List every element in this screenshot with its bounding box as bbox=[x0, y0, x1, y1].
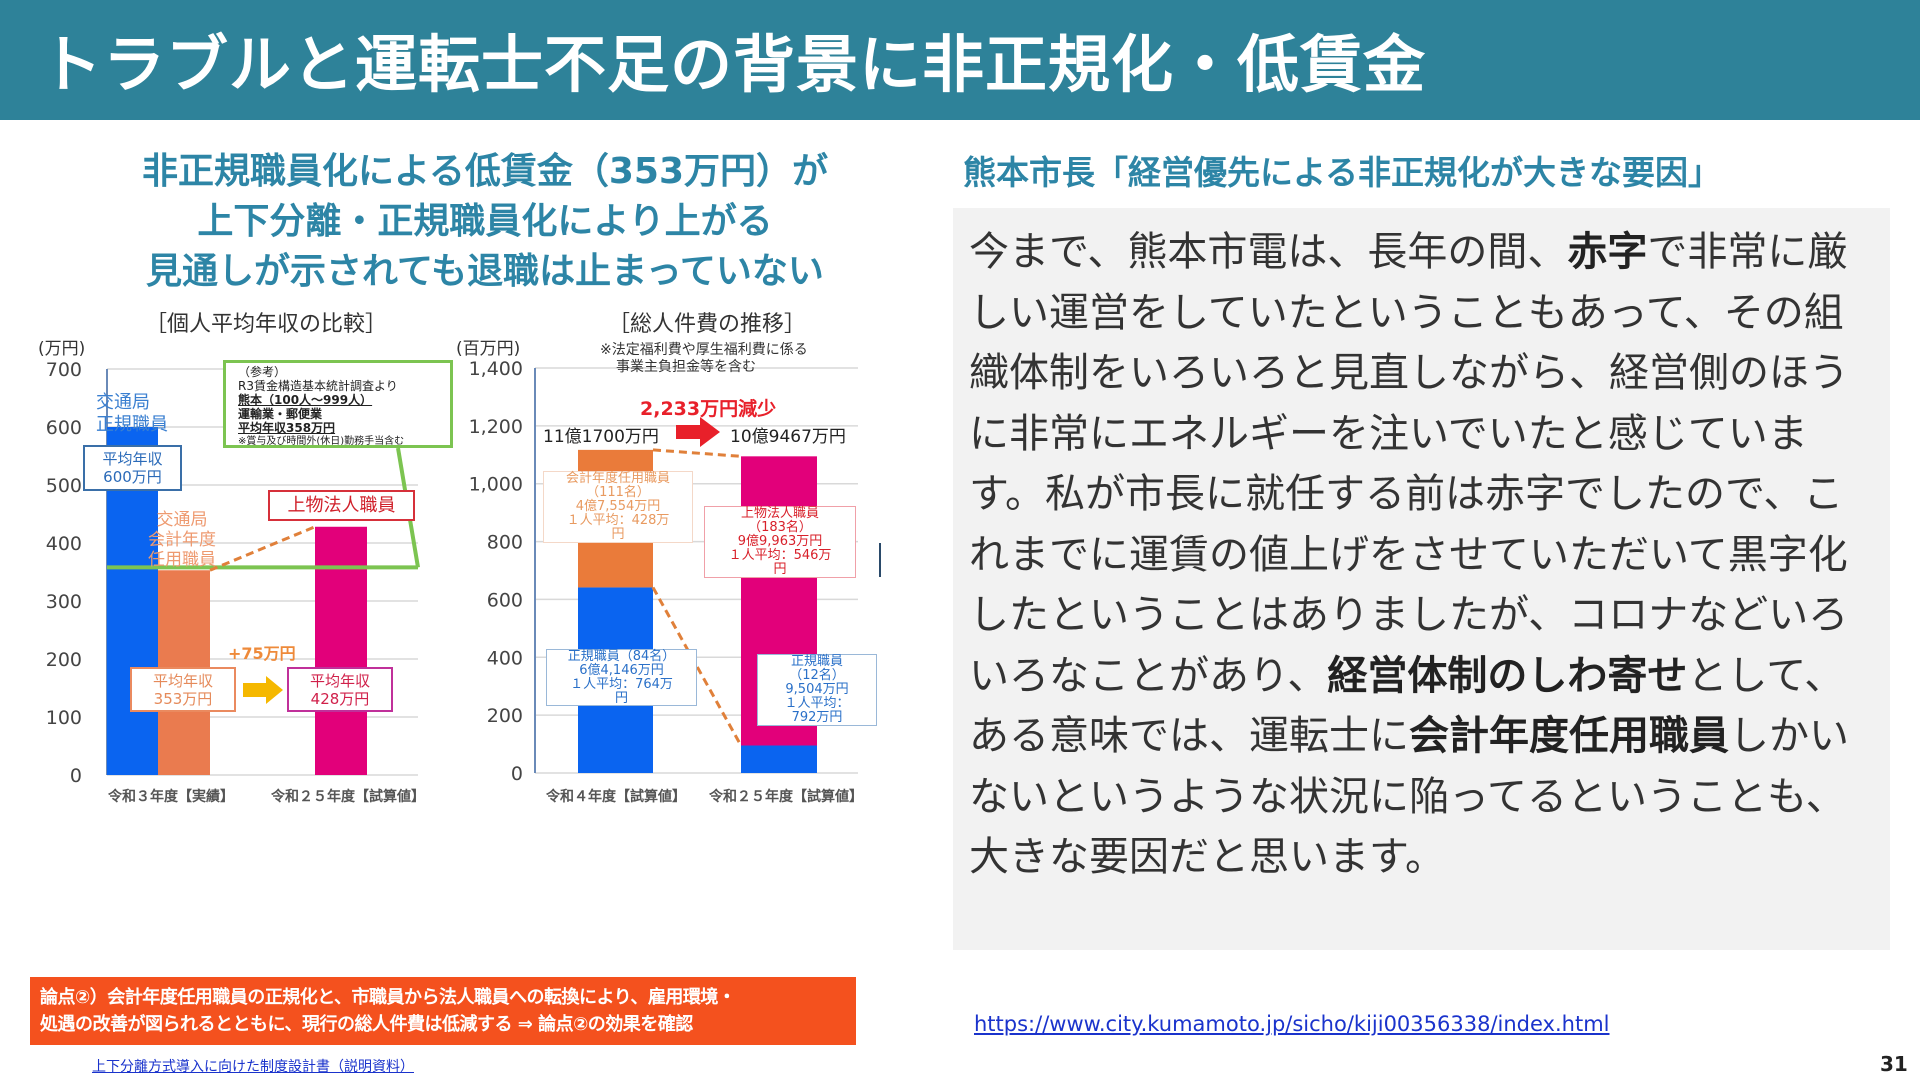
label-regular: 交通局 正規職員 bbox=[96, 392, 168, 435]
y-tick-label: 1,200 bbox=[469, 416, 523, 438]
dashed-connector bbox=[651, 586, 743, 747]
y-tick-label: 200 bbox=[46, 649, 82, 671]
chart1-ylabel: (万円) bbox=[38, 339, 86, 359]
y-tick-label: 400 bbox=[46, 533, 82, 555]
page-number: 31 bbox=[1880, 1052, 1908, 1076]
y-tick-label: 700 bbox=[46, 359, 82, 381]
y-tick-label: 300 bbox=[46, 591, 82, 613]
regular-staff-before-box: 正規職員（84名） 6億4,146万円 １人平均：764万円 bbox=[546, 649, 697, 706]
y-tick-label: 0 bbox=[511, 763, 523, 785]
avg-600-box: 平均年収 600万円 bbox=[83, 445, 182, 491]
right-heading: 熊本市長「経営優先による非正規化が大きな要因」 bbox=[963, 153, 1722, 192]
y-tick-label: 800 bbox=[487, 532, 523, 554]
stacked-bar-segment bbox=[741, 745, 817, 773]
y-tick-label: 400 bbox=[487, 647, 523, 669]
chart1-category-1: 令和３年度【実績】 bbox=[108, 789, 234, 805]
decrease-label: 2,233万円減少 bbox=[640, 398, 777, 420]
fiscal-staff-box: 会計年度任用職員 （111名） 4億7,554万円 １人平均：428万円 bbox=[543, 471, 693, 543]
chart1-title: ［個人平均年収の比較］ bbox=[145, 312, 388, 337]
title-bar bbox=[0, 0, 1920, 120]
chart2-category-2: 令和２５年度【試算値】 bbox=[709, 789, 863, 805]
increase-label: +75万円 bbox=[228, 644, 296, 663]
total-after: 10億9467万円 bbox=[730, 427, 846, 447]
left-heading-line1: 非正規職員化による低賃金（353万円）が bbox=[141, 151, 829, 192]
total-before: 11億1700万円 bbox=[543, 427, 659, 447]
y-tick-label: 200 bbox=[487, 705, 523, 727]
slide-title: トラブルと運転士不足の背景に非正規化・低賃金 bbox=[40, 28, 1427, 101]
left-heading-line2: 上下分離・正規職員化により上がる bbox=[197, 201, 773, 242]
quote-text: で非常に厳しい運営をしていたということもあって、その組織体制をいろいろと見直しな… bbox=[969, 229, 1849, 699]
quote-text: しかいないというような状況に陥ってるということも、大きな要因だと思います。 bbox=[969, 713, 1849, 880]
corp-staff-box: 上物法人職員 （183名） 9億9,963万円 １人平均：546万円 bbox=[704, 506, 856, 578]
quote-text: 今まで、熊本市電は、長年の間、 bbox=[969, 229, 1568, 275]
quote-emphasis: 経営体制のしわ寄せ bbox=[1327, 652, 1688, 699]
issue-banner: 論点②）会計年度任用職員の正規化と、市職員から法人職員への転換により、雇用環境・… bbox=[30, 977, 856, 1045]
quote-emphasis: 赤字 bbox=[1567, 229, 1648, 275]
dashed-connector bbox=[652, 448, 742, 458]
chart1-category-2: 令和２５年度【試算値】 bbox=[271, 789, 425, 805]
reference-box: （参考） R3賃金構造基本統計調査より 熊本（100人～999人） 運輸業・郵便… bbox=[223, 360, 453, 448]
y-tick-label: 600 bbox=[487, 589, 523, 611]
y-tick-label: 500 bbox=[46, 475, 82, 497]
source-link[interactable]: 上下分離方式導入に向けた制度設計書（説明資料） bbox=[92, 1059, 414, 1075]
left-heading-line3: 見通しが示されても退職は止まっていない bbox=[146, 251, 824, 292]
chart2-title: ［総人件費の推移］ bbox=[608, 312, 807, 337]
y-tick-label: 1,400 bbox=[469, 358, 523, 380]
corp-staff-label: 上物法人職員 bbox=[268, 490, 415, 521]
y-tick-label: 100 bbox=[46, 707, 82, 729]
chart2-ylabel: (百万円) bbox=[456, 339, 521, 359]
y-tick-label: 600 bbox=[46, 417, 82, 439]
chart2-category-1: 令和４年度【試算値】 bbox=[546, 789, 686, 805]
quote-text: として、ある意味では、運転士に bbox=[969, 652, 1845, 760]
regular-staff-after-box: 正規職員 （12名） 9,504万円 １人平均： 792万円 bbox=[757, 654, 877, 726]
source-url-link[interactable]: https://www.city.kumamoto.jp/sicho/kiji0… bbox=[974, 1012, 1610, 1036]
y-tick-label: 0 bbox=[70, 765, 82, 787]
bar-3 bbox=[315, 526, 367, 775]
avg-353-box: 平均年収 353万円 bbox=[130, 667, 236, 712]
avg-428-box: 平均年収 428万円 bbox=[287, 667, 393, 712]
mayor-quote: 今まで、熊本市電は、長年の間、赤字で非常に厳しい運営をしていたということもあって… bbox=[953, 208, 1890, 950]
yellow-arrow-icon bbox=[243, 676, 283, 704]
y-tick-label: 1,000 bbox=[469, 474, 523, 496]
trend-dashed-line bbox=[209, 525, 316, 572]
quote-emphasis: 会計年度任用職員 bbox=[1409, 713, 1729, 759]
chart2-note: ※法定福利費や厚生福利費に係る 事業主負担金等を含む bbox=[600, 342, 808, 375]
red-arrow-icon bbox=[676, 417, 720, 447]
label-fiscal: 交通局 会計年度 任用職員 bbox=[148, 510, 216, 570]
